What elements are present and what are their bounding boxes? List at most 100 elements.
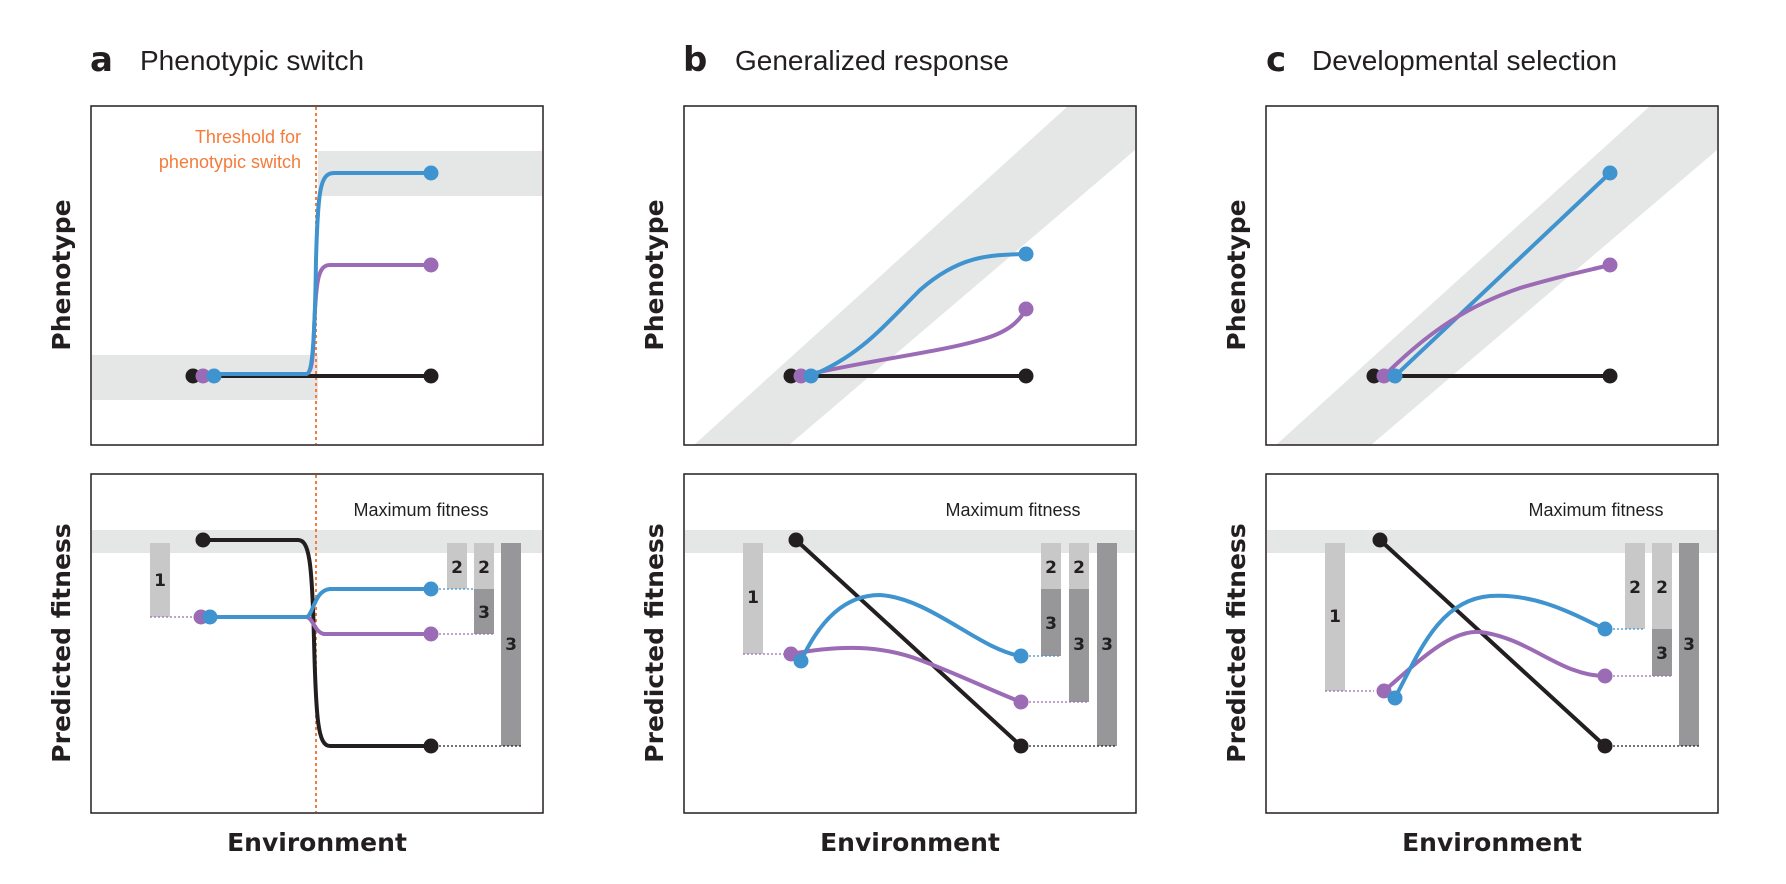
- blue-trajectory: [214, 171, 431, 376]
- black-end-point: [423, 368, 439, 384]
- bar-2-blue: [1625, 543, 1645, 629]
- blue-start-point: [206, 368, 222, 384]
- threshold-label-line1: Threshold for: [195, 127, 301, 147]
- bar-3-blue: [1041, 589, 1061, 656]
- panel-a: a Phenotypic switch Threshold for phenot…: [47, 40, 544, 857]
- purple-start-point: [195, 368, 211, 384]
- phenotype-axis-label: Phenotype: [640, 199, 669, 350]
- blue-start-point: [803, 368, 819, 384]
- blue-end-point: [1602, 165, 1618, 181]
- bar-3-black-label: 3: [1101, 635, 1113, 655]
- purple-end-point: [1018, 301, 1034, 317]
- bar-3-black-label: 3: [505, 635, 517, 655]
- black-start-point: [788, 532, 804, 548]
- black-end-point: [423, 738, 439, 754]
- diagonal-band: [1276, 106, 1717, 445]
- panel-c: c Developmental selection Maximum fitnes…: [1222, 40, 1719, 857]
- blue-trajectory: [799, 592, 1022, 662]
- fitness-axis-label: Predicted fitness: [47, 523, 76, 762]
- black-end-point: [1018, 368, 1034, 384]
- bar-3-black: [501, 543, 521, 746]
- phenotype-axis-label: Phenotype: [1222, 199, 1251, 350]
- bar-3-black: [1679, 543, 1699, 746]
- panel-b-letter: b: [683, 40, 707, 80]
- panel-a-title: Phenotypic switch: [140, 45, 364, 76]
- panel-c-letter: c: [1266, 40, 1286, 80]
- purple-start-point: [1376, 368, 1392, 384]
- black-trajectory: [794, 538, 1023, 748]
- bar-2-blue-label: 2: [1045, 558, 1057, 578]
- diagonal-band: [694, 106, 1135, 445]
- bar-2-purple: [1652, 543, 1672, 629]
- phenotype-axis-label: Phenotype: [47, 199, 76, 350]
- bar-2-purple-label: 2: [478, 558, 490, 578]
- blue-trajectory: [810, 252, 1027, 378]
- environment-axis-label: Environment: [1402, 828, 1582, 857]
- bar-3-purple: [1652, 629, 1672, 676]
- threshold-label-line2: phenotypic switch: [159, 152, 301, 172]
- bar-2-blue: [447, 543, 467, 589]
- purple-end-point: [423, 626, 439, 642]
- blue-start-point: [1387, 690, 1403, 706]
- bar-2-blue: [1041, 543, 1061, 589]
- bar-1-label: 1: [1329, 607, 1341, 627]
- purple-trajectory: [1382, 629, 1606, 693]
- blue-end-point: [423, 165, 439, 181]
- max-fitness-label: Maximum fitness: [945, 500, 1080, 520]
- panel-a-fitness-plot: Maximum fitness 1 2 2 3 3: [90, 473, 544, 814]
- max-fitness-label: Maximum fitness: [1528, 500, 1663, 520]
- blue-start-point: [1387, 368, 1403, 384]
- blue-end-point: [1597, 621, 1613, 637]
- bar-3-purple-label: 3: [1656, 644, 1668, 664]
- environment-axis-label: Environment: [227, 828, 407, 857]
- panel-b: b Generalized response Maximum fitness 1: [640, 40, 1137, 857]
- max-fitness-label: Maximum fitness: [353, 500, 488, 520]
- blue-end-point: [1013, 648, 1029, 664]
- fitness-axis-label: Predicted fitness: [1222, 523, 1251, 762]
- panel-a-letter: a: [90, 40, 113, 80]
- black-trajectory: [1378, 538, 1607, 748]
- panel-c-title: Developmental selection: [1312, 45, 1617, 76]
- blue-start-point: [793, 653, 809, 669]
- purple-trajectory: [1382, 263, 1611, 378]
- black-end-point: [1597, 738, 1613, 754]
- bar-3-purple: [474, 589, 494, 634]
- black-trajectory: [203, 538, 431, 748]
- blue-trajectory: [1393, 593, 1606, 699]
- bar-3-black-label: 3: [1683, 635, 1695, 655]
- purple-trajectory: [790, 645, 1022, 704]
- bar-1: [150, 543, 170, 617]
- purple-end-point: [1602, 257, 1618, 273]
- purple-end-point: [423, 257, 439, 273]
- purple-trajectory: [800, 308, 1028, 378]
- purple-end-point: [1597, 668, 1613, 684]
- panel-b-fitness-plot: Maximum fitness 1 2 3 2 3 3: [683, 473, 1137, 814]
- bar-1-label: 1: [747, 588, 759, 608]
- blue-trajectory: [1393, 171, 1612, 378]
- black-end-point: [1602, 368, 1618, 384]
- panel-b-phenotype-plot: [683, 105, 1137, 446]
- bar-3-purple: [1069, 589, 1089, 702]
- black-start-point: [195, 532, 211, 548]
- purple-start-point: [1376, 683, 1392, 699]
- black-end-point: [1013, 738, 1029, 754]
- bar-3-purple-label: 3: [478, 603, 490, 623]
- blue-start-point: [202, 609, 218, 625]
- bar-1-label: 1: [154, 571, 166, 591]
- bar-2-purple: [1069, 543, 1089, 589]
- plot-frame: [1265, 105, 1719, 446]
- bar-1: [743, 543, 763, 654]
- purple-end-point: [1013, 694, 1029, 710]
- bar-3-black: [1097, 543, 1117, 746]
- bar-2-purple: [474, 543, 494, 589]
- panel-c-phenotype-plot: [1265, 105, 1719, 446]
- panel-a-phenotype-plot: Threshold for phenotypic switch: [90, 105, 544, 446]
- plot-frame: [683, 105, 1137, 446]
- bar-1: [1325, 543, 1345, 691]
- environment-axis-label: Environment: [820, 828, 1000, 857]
- blue-end-point: [423, 581, 439, 597]
- bar-2-purple-label: 2: [1656, 578, 1668, 598]
- blue-end-point: [1018, 246, 1034, 262]
- panel-b-title: Generalized response: [735, 45, 1009, 76]
